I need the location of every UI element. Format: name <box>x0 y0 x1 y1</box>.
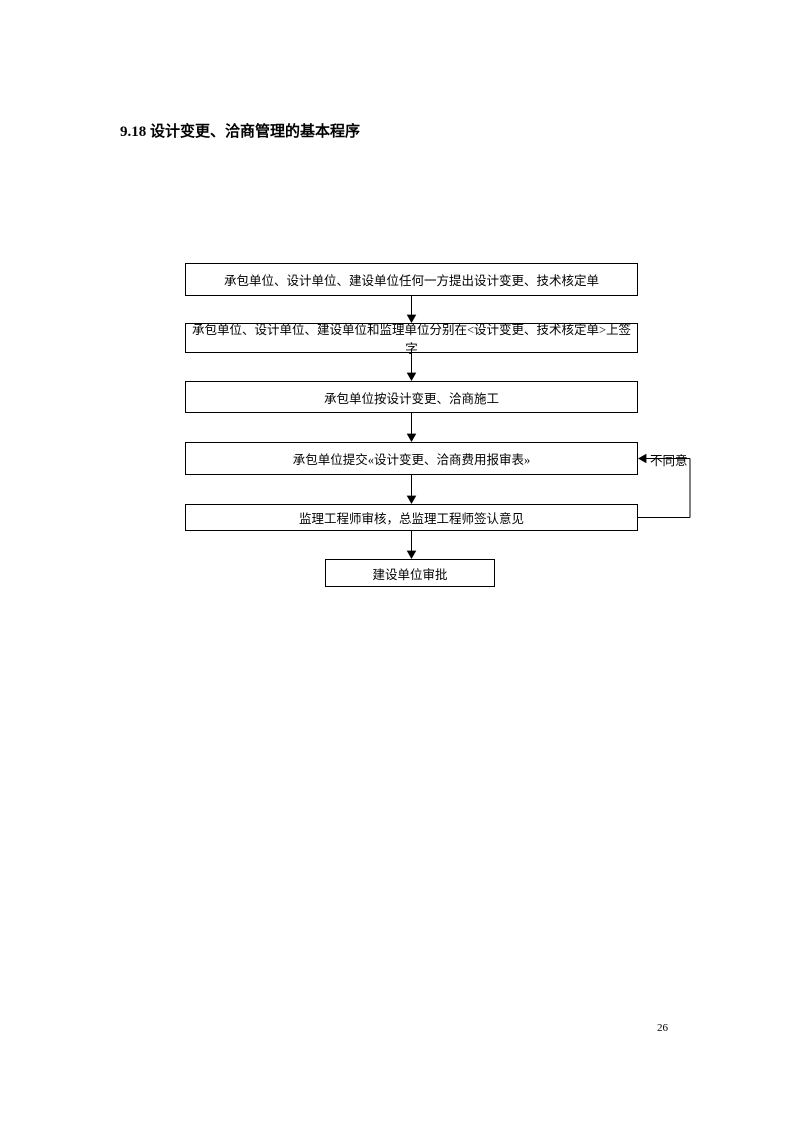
flow-node-n4: 承包单位提交«设计变更、洽商费用报审表» <box>185 442 638 475</box>
page-number: 26 <box>657 1022 668 1034</box>
flow-node-n1: 承包单位、设计单位、建设单位任何一方提出设计变更、技术核定单 <box>185 263 638 296</box>
flow-node-n3: 承包单位按设计变更、洽商施工 <box>185 381 638 413</box>
flow-node-n6: 建设单位审批 <box>325 559 495 587</box>
flow-node-n2: 承包单位、设计单位、建设单位和监理单位分别在<设计变更、技术核定单>上签字 <box>185 323 638 353</box>
feedback-label: 不同意 <box>650 450 688 469</box>
section-heading: 9.18 设计变更、洽商管理的基本程序 <box>120 120 360 141</box>
flow-node-n5: 监理工程师审核，总监理工程师签认意见 <box>185 504 638 531</box>
